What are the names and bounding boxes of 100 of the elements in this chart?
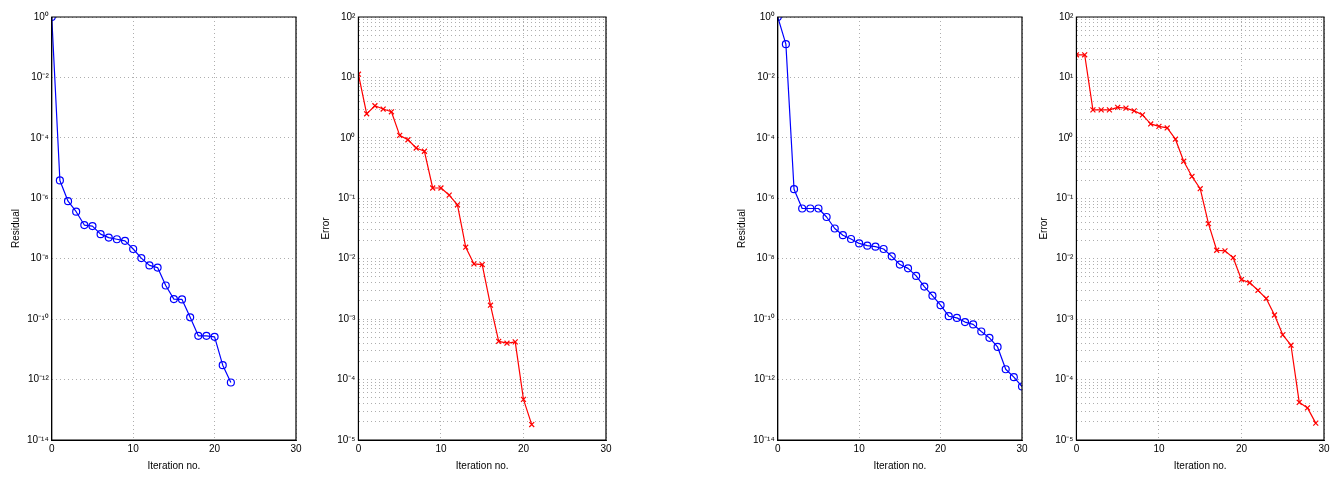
point <box>363 110 370 117</box>
point <box>80 220 89 230</box>
x-tick-label: 0 <box>48 442 55 454</box>
point <box>72 207 81 216</box>
point <box>814 204 823 213</box>
y-tick-label: 10⁻² <box>31 71 50 83</box>
point <box>104 233 113 242</box>
point <box>1009 373 1018 382</box>
point <box>1312 420 1319 427</box>
y-tick-label: 10⁻³ <box>1055 312 1075 324</box>
y-tick-label: 10¹ <box>340 71 357 83</box>
point <box>838 231 847 240</box>
point <box>1139 111 1146 118</box>
y-tick-label: 10⁻⁴ <box>756 131 775 143</box>
point <box>895 260 904 269</box>
point <box>985 333 994 342</box>
point <box>413 144 420 152</box>
y-tick-label: 10⁻¹⁰ <box>27 312 49 324</box>
point <box>429 184 436 192</box>
point <box>1164 124 1171 131</box>
point <box>960 317 970 327</box>
point <box>454 201 461 208</box>
point <box>462 244 469 251</box>
y-tick-label: 10⁻¹² <box>753 373 776 385</box>
x-tick-label: 30 <box>1318 442 1330 454</box>
y-tick-label: 10⁻⁵ <box>1055 433 1074 445</box>
y-tick-label: 10⁰ <box>33 10 49 22</box>
x-tick-label: 0 <box>355 442 362 454</box>
point <box>871 242 880 251</box>
point <box>137 253 146 263</box>
point <box>226 378 235 387</box>
point <box>1287 342 1295 349</box>
y-tick-label: 10⁻⁵ <box>337 433 356 445</box>
x-tick-label: 20 <box>209 442 221 454</box>
point <box>806 204 815 213</box>
point <box>1263 295 1270 302</box>
point <box>1254 287 1262 294</box>
point <box>912 271 921 280</box>
x-tick-label: 10 <box>853 442 866 454</box>
point <box>120 236 130 245</box>
y-tick-label: 10⁰ <box>1058 131 1074 143</box>
x-tick-label: 20 <box>935 442 947 454</box>
y-tick-label: 10⁻⁸ <box>756 252 775 264</box>
y-tick-label: 10² <box>340 10 357 22</box>
point <box>371 102 378 109</box>
point <box>1172 136 1179 143</box>
x-axis-title: Iteration no. <box>873 459 927 471</box>
point <box>202 331 211 340</box>
point <box>380 105 387 113</box>
point <box>446 192 453 199</box>
point <box>96 230 105 239</box>
point <box>63 197 73 206</box>
y-axis-title: Error <box>319 216 331 240</box>
point <box>145 261 154 270</box>
point <box>512 338 519 345</box>
point <box>404 136 412 143</box>
y-tick-label: 10⁰ <box>759 10 775 22</box>
point <box>528 421 535 428</box>
x-tick-label: 10 <box>435 442 447 454</box>
point <box>1098 106 1105 113</box>
point <box>169 295 178 304</box>
point <box>879 244 888 254</box>
x-tick-label: 30 <box>290 442 302 454</box>
point <box>1205 220 1212 227</box>
point <box>186 313 195 322</box>
point <box>503 340 511 347</box>
y-tick-label: 10¹ <box>1058 71 1075 83</box>
point <box>177 295 187 304</box>
point <box>936 301 945 310</box>
y-tick-label: 10⁻⁴ <box>1055 373 1074 385</box>
point <box>903 264 913 273</box>
x-tick-label: 10 <box>127 442 140 454</box>
y-axis-title: Residual <box>735 209 747 248</box>
point <box>1304 404 1311 411</box>
point <box>1296 399 1303 406</box>
x-axis-title: Iteration no. <box>455 459 509 471</box>
point <box>944 312 953 321</box>
point <box>928 291 937 300</box>
point <box>520 396 527 403</box>
point <box>952 313 961 322</box>
point <box>855 239 864 248</box>
point <box>846 234 856 244</box>
point <box>1188 173 1196 180</box>
point <box>1230 254 1237 261</box>
x-axis-title: Iteration no. <box>1173 459 1227 471</box>
point <box>55 176 64 185</box>
y-tick-label: 10⁰ <box>340 131 356 143</box>
point <box>210 332 219 341</box>
y-tick-label: 10⁻¹⁴ <box>753 433 775 445</box>
y-axis-title: Residual <box>9 209 21 248</box>
point <box>1081 51 1088 58</box>
x-tick-label: 20 <box>1235 442 1248 454</box>
x-tick-label: 30 <box>600 442 612 454</box>
y-axis-title: Error <box>1037 216 1049 240</box>
point <box>479 261 486 268</box>
point <box>153 263 162 272</box>
point <box>194 331 203 340</box>
point <box>1238 276 1245 283</box>
x-tick-label: 30 <box>1016 442 1028 454</box>
point <box>830 224 839 233</box>
